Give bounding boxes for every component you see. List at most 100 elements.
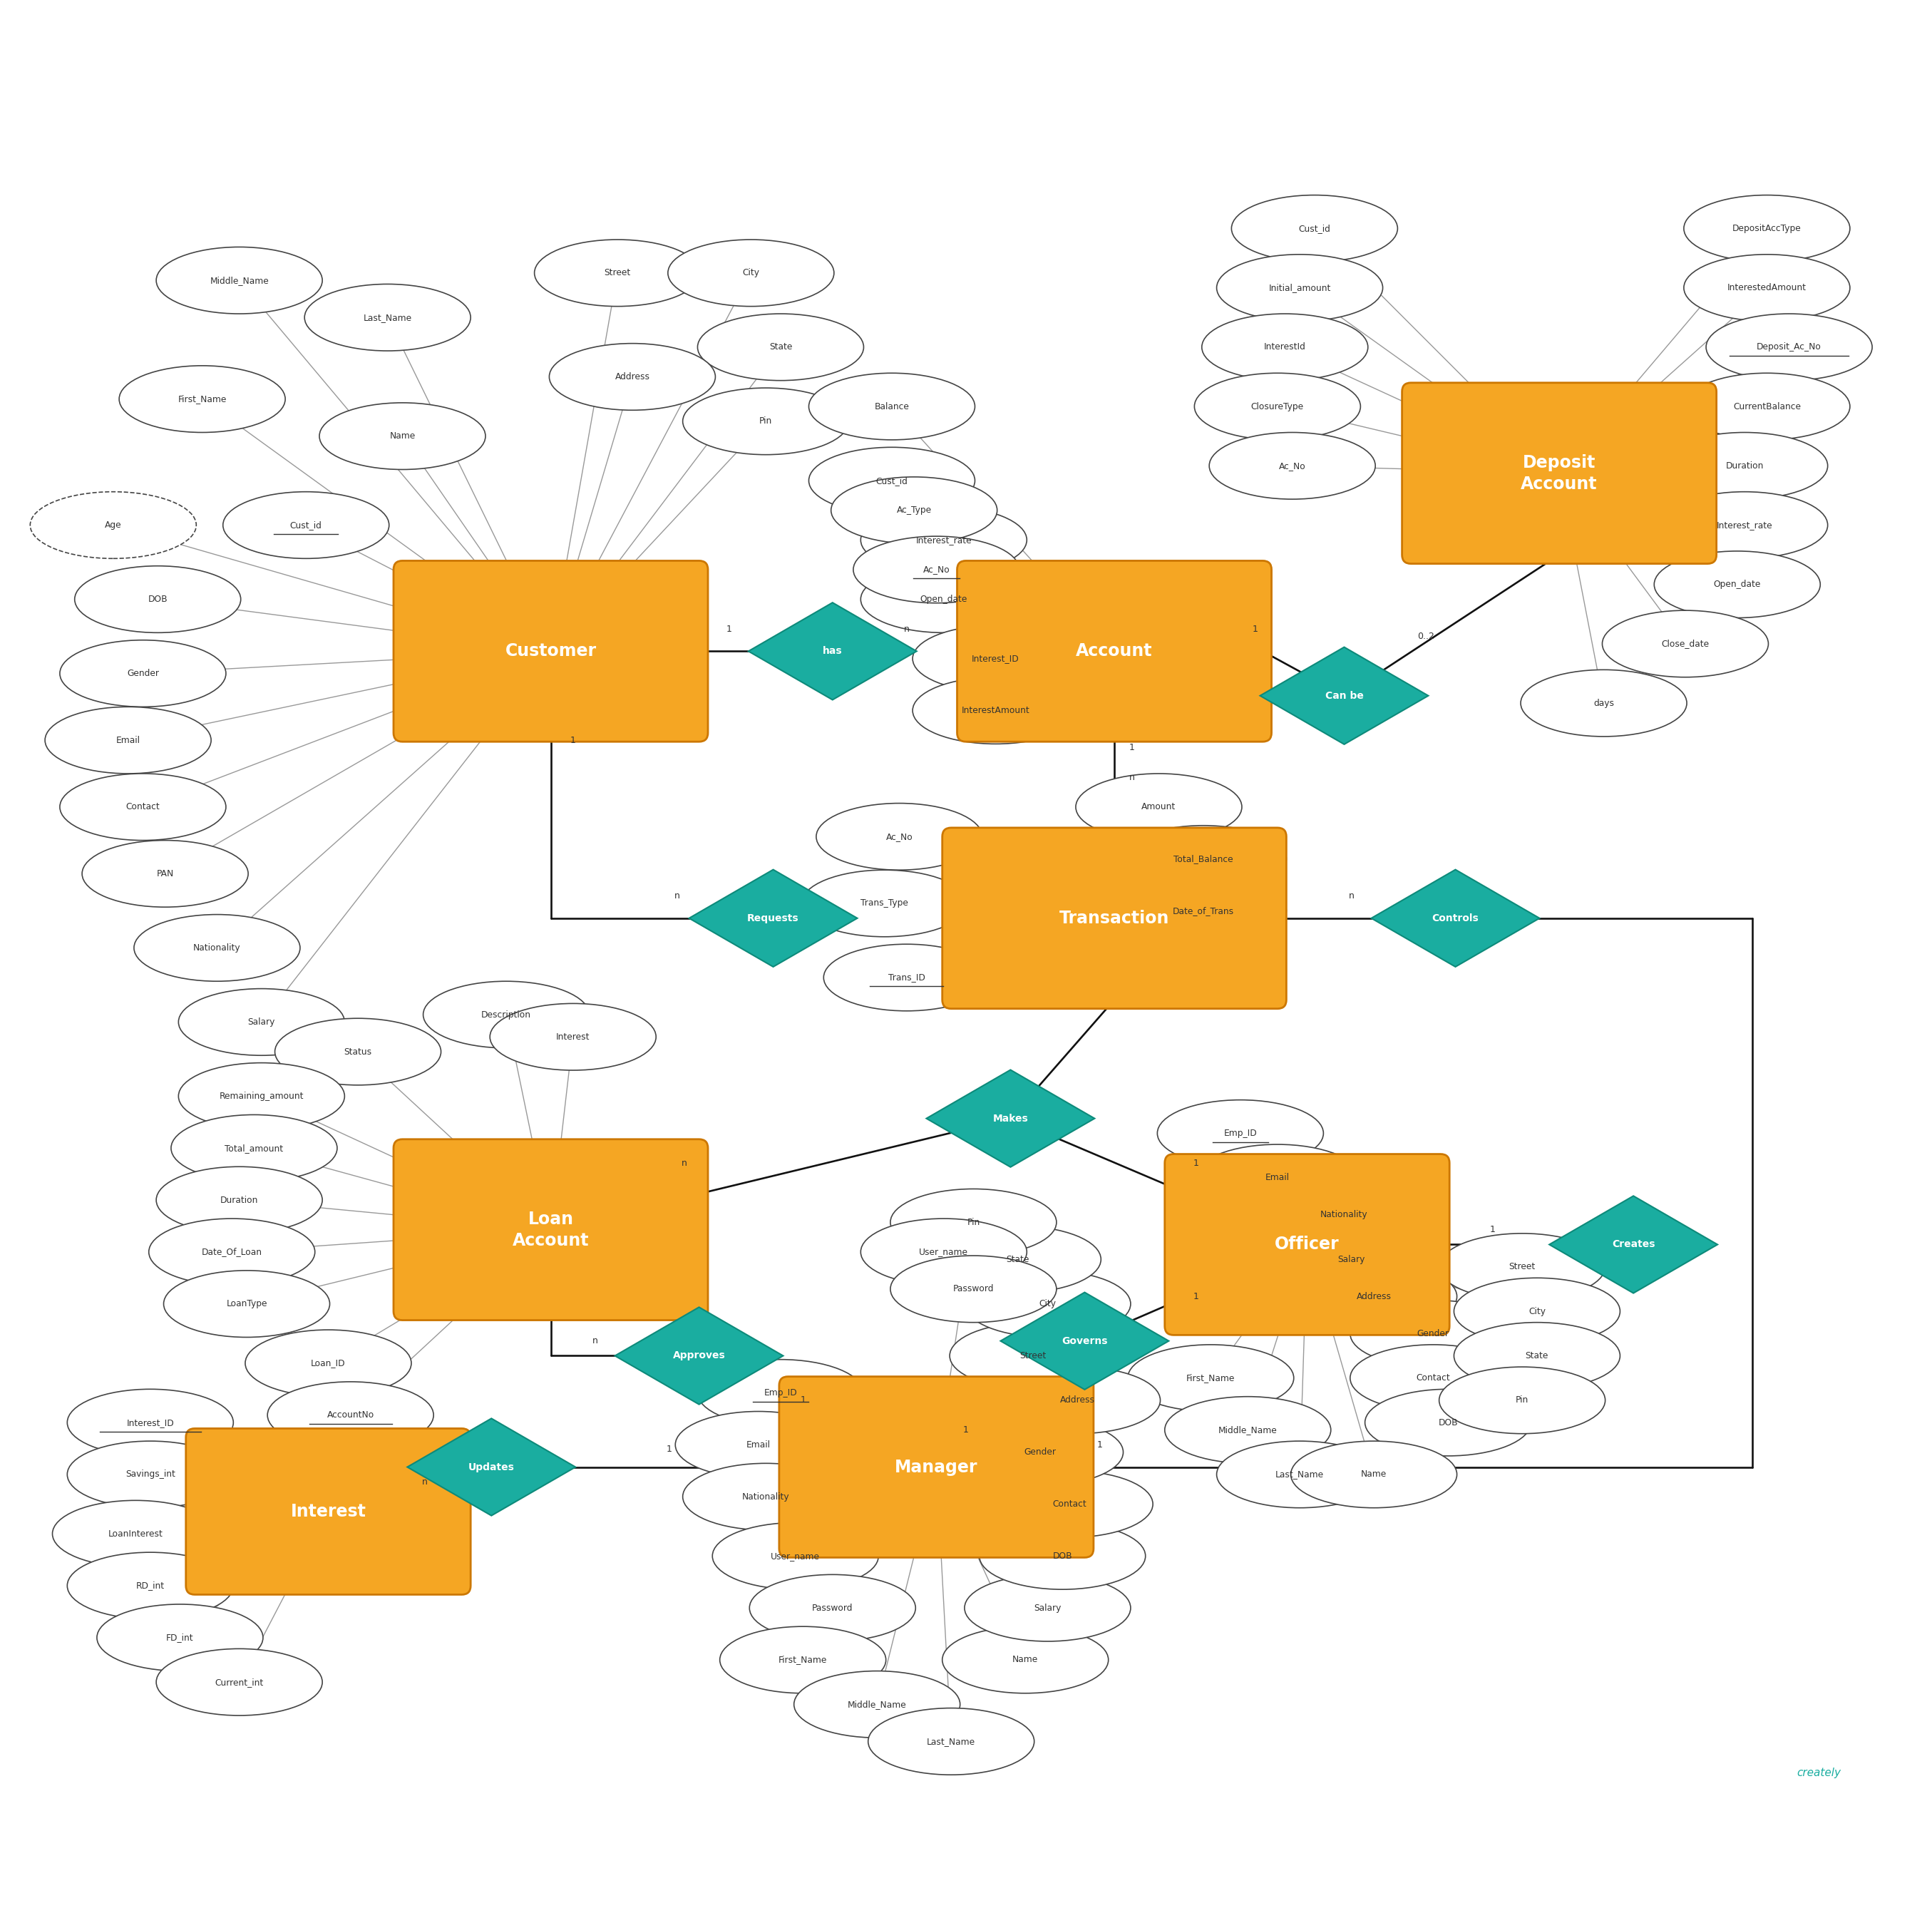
Text: Contact: Contact: [126, 802, 160, 811]
Text: Status: Status: [344, 1047, 371, 1057]
Polygon shape: [1372, 869, 1540, 967]
Ellipse shape: [149, 1218, 315, 1285]
Text: Salary: Salary: [1034, 1603, 1061, 1613]
Ellipse shape: [1194, 1145, 1360, 1210]
Ellipse shape: [1439, 1233, 1605, 1300]
Ellipse shape: [860, 566, 1026, 633]
Text: First_Name: First_Name: [779, 1655, 827, 1665]
Ellipse shape: [891, 1256, 1057, 1322]
Text: Street: Street: [605, 269, 630, 278]
Text: Middle_Name: Middle_Name: [1219, 1425, 1277, 1435]
Ellipse shape: [682, 387, 848, 455]
Text: Interest: Interest: [556, 1032, 589, 1041]
Ellipse shape: [60, 641, 226, 708]
Text: 1: 1: [1097, 1440, 1103, 1450]
Ellipse shape: [44, 708, 211, 773]
Text: Email: Email: [746, 1440, 771, 1450]
Text: First_Name: First_Name: [178, 395, 226, 403]
Text: Age: Age: [104, 520, 122, 529]
Text: Ac_No: Ac_No: [923, 566, 951, 573]
Ellipse shape: [668, 240, 835, 307]
Text: DOB: DOB: [149, 595, 168, 604]
Text: Balance: Balance: [875, 403, 910, 410]
Text: Deposit_Ac_No: Deposit_Ac_No: [1756, 343, 1822, 351]
Text: Can be: Can be: [1325, 690, 1364, 700]
Ellipse shape: [987, 1471, 1153, 1538]
Polygon shape: [408, 1419, 576, 1515]
Ellipse shape: [964, 1575, 1130, 1642]
Text: City: City: [742, 269, 759, 278]
Text: days: days: [1594, 698, 1613, 708]
Text: State: State: [1526, 1350, 1549, 1360]
Text: has: has: [823, 646, 842, 656]
Text: 1: 1: [800, 1396, 806, 1404]
Ellipse shape: [802, 871, 968, 936]
Ellipse shape: [68, 1389, 234, 1456]
Text: Interest_rate: Interest_rate: [1718, 520, 1774, 529]
Ellipse shape: [68, 1552, 234, 1619]
Text: User_name: User_name: [771, 1552, 819, 1561]
Ellipse shape: [1217, 1440, 1383, 1508]
Text: Deposit
Account: Deposit Account: [1520, 455, 1598, 493]
Ellipse shape: [810, 447, 976, 514]
Text: CurrentBalance: CurrentBalance: [1733, 403, 1801, 410]
Text: Total_Balance: Total_Balance: [1173, 854, 1233, 863]
Ellipse shape: [31, 491, 197, 558]
Ellipse shape: [1202, 315, 1368, 380]
Text: Interest_rate: Interest_rate: [916, 535, 972, 545]
Text: n: n: [421, 1477, 427, 1486]
Text: Address: Address: [1356, 1293, 1391, 1300]
Text: Cust_id: Cust_id: [290, 520, 323, 529]
Text: Pin: Pin: [759, 416, 773, 426]
Text: Password: Password: [952, 1285, 993, 1293]
Text: Total_amount: Total_amount: [224, 1143, 284, 1153]
Ellipse shape: [178, 1063, 344, 1130]
Text: Name: Name: [1012, 1655, 1037, 1665]
Ellipse shape: [823, 944, 989, 1011]
Text: Date_of_Trans: Date_of_Trans: [1173, 905, 1235, 915]
Text: PAN: PAN: [156, 869, 174, 878]
Ellipse shape: [912, 677, 1078, 744]
Text: n: n: [674, 892, 680, 901]
Text: 1: 1: [726, 625, 732, 633]
Text: 1: 1: [1194, 1293, 1198, 1300]
Text: Officer: Officer: [1275, 1235, 1339, 1252]
Text: Description: Description: [481, 1011, 531, 1018]
Ellipse shape: [956, 1419, 1122, 1486]
Ellipse shape: [178, 988, 344, 1055]
Ellipse shape: [1291, 1440, 1457, 1508]
Text: Initial_amount: Initial_amount: [1269, 284, 1331, 292]
Ellipse shape: [75, 566, 242, 633]
Text: Nationality: Nationality: [1320, 1210, 1368, 1220]
Text: 1: 1: [1490, 1226, 1495, 1235]
Ellipse shape: [1209, 432, 1376, 499]
Ellipse shape: [1662, 491, 1828, 558]
Text: Duration: Duration: [1725, 460, 1764, 470]
Ellipse shape: [891, 1189, 1057, 1256]
Polygon shape: [1001, 1293, 1169, 1389]
Ellipse shape: [1350, 1345, 1517, 1412]
Ellipse shape: [912, 625, 1078, 692]
Text: Emp_ID: Emp_ID: [1223, 1128, 1258, 1137]
Ellipse shape: [676, 1412, 842, 1479]
Text: 0..2: 0..2: [1418, 631, 1434, 641]
Text: Email: Email: [116, 737, 141, 744]
FancyBboxPatch shape: [394, 1139, 707, 1320]
Text: Middle_Name: Middle_Name: [848, 1699, 906, 1709]
Ellipse shape: [697, 1360, 864, 1427]
Text: State: State: [1007, 1254, 1030, 1264]
Ellipse shape: [1194, 374, 1360, 439]
Text: DepositAccType: DepositAccType: [1733, 224, 1801, 234]
Text: Middle_Name: Middle_Name: [211, 276, 269, 286]
Text: Updates: Updates: [468, 1462, 514, 1471]
Ellipse shape: [60, 773, 226, 840]
Ellipse shape: [133, 915, 299, 982]
Text: n: n: [1130, 773, 1134, 783]
Ellipse shape: [156, 1166, 323, 1233]
Ellipse shape: [491, 1003, 657, 1070]
Ellipse shape: [164, 1270, 330, 1337]
Ellipse shape: [1121, 877, 1287, 944]
Ellipse shape: [97, 1603, 263, 1671]
Ellipse shape: [815, 804, 981, 871]
Ellipse shape: [1262, 1181, 1428, 1249]
